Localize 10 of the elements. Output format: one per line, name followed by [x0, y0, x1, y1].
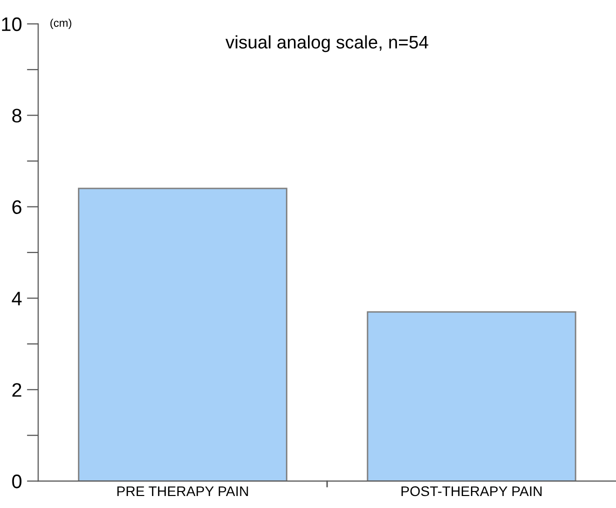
- x-tick-label: POST-THERAPY PAIN: [402, 486, 542, 496]
- y-tick-label: 10: [2, 17, 22, 32]
- y-tick-label: 2: [12, 383, 22, 397]
- y-tick-label: 8: [12, 108, 22, 123]
- y-tick-label: 6: [12, 200, 22, 214]
- text: visual analog scale, n=54: [226, 35, 428, 52]
- x-tick-label: PRE THERAPY PAIN: [117, 486, 248, 496]
- y-tick-label: 0: [12, 474, 22, 488]
- y-axis-title: (cm): [50, 18, 72, 30]
- y-tick-label: 4: [12, 292, 22, 306]
